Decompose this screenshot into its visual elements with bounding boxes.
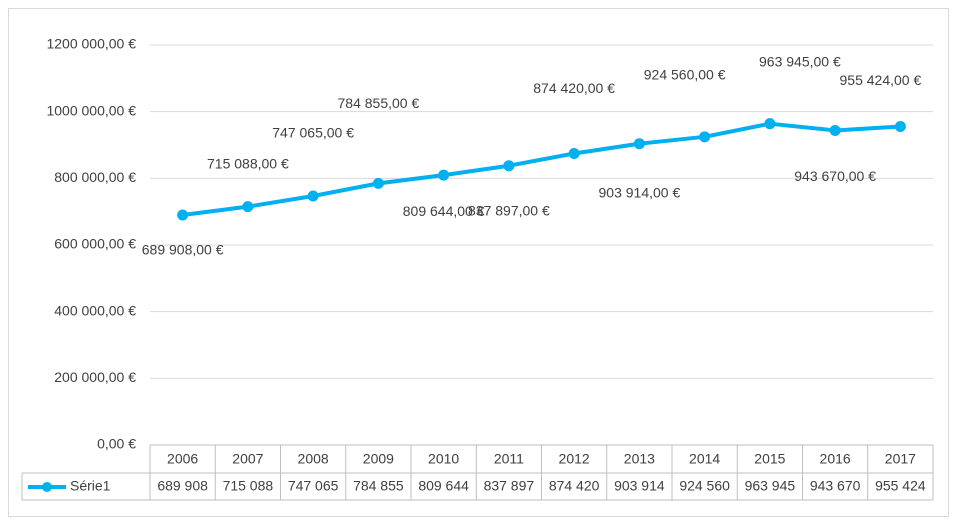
table-value: 784 855 [353,478,404,494]
y-tick-label: 200 000,00 € [54,369,136,385]
data-point [829,124,841,136]
table-value: 747 065 [288,478,339,494]
data-label: 955 424,00 € [840,72,922,88]
y-tick-label: 1000 000,00 € [46,102,136,118]
table-value: 924 560 [679,478,730,494]
data-label: 924 560,00 € [644,67,726,83]
data-label: 874 420,00 € [533,80,615,96]
table-value: 837 897 [484,478,535,494]
data-point [438,169,450,181]
data-point [242,201,254,213]
x-tick-label: 2016 [820,451,851,467]
table-value: 963 945 [745,478,796,494]
data-point [372,177,384,189]
x-tick-label: 2011 [494,451,524,467]
data-label: 809 644,00 € [403,203,485,219]
data-label: 903 914,00 € [599,184,681,200]
table-value: 715 088 [223,478,274,494]
legend-marker [42,482,52,492]
y-tick-label: 600 000,00 € [54,236,136,252]
data-point [699,131,711,143]
table-value: 689 908 [157,478,208,494]
x-tick-label: 2008 [298,451,329,467]
y-tick-label: 1200 000,00 € [46,36,136,52]
x-tick-label: 2017 [885,451,916,467]
data-point [568,148,580,160]
x-tick-label: 2007 [232,451,263,467]
data-point [894,121,906,133]
table-value: 903 914 [614,478,665,494]
data-label: 689 908,00 € [142,242,224,258]
series-line [182,121,901,218]
data-point [503,160,515,172]
x-tick-label: 2010 [428,451,459,467]
x-tick-label: 2012 [559,451,590,467]
x-tick-label: 2015 [754,451,785,467]
data-label: 747 065,00 € [272,125,354,141]
data-point [307,190,319,202]
table-value: 955 424 [875,478,926,494]
table-value: 874 420 [549,478,600,494]
table-value: 809 644 [418,478,469,494]
x-tick-label: 2006 [167,451,198,467]
legend-label: Série1 [70,478,111,494]
y-tick-label: 0,00 € [97,436,136,452]
data-point [177,209,189,221]
table-value: 943 670 [810,478,861,494]
data-label: 943 670,00 € [794,168,876,184]
data-label: 837 897,00 € [468,202,550,218]
x-tick-label: 2009 [363,451,394,467]
data-label: 784 855,00 € [338,95,420,111]
data-label: 715 088,00 € [207,155,289,171]
x-tick-label: 2013 [624,451,655,467]
y-tick-label: 400 000,00 € [54,302,136,318]
data-point [764,118,776,130]
y-tick-label: 800 000,00 € [54,169,136,185]
chart-border [8,8,949,517]
x-tick-label: 2014 [689,451,720,467]
data-point [633,138,645,150]
data-label: 963 945,00 € [759,53,841,69]
